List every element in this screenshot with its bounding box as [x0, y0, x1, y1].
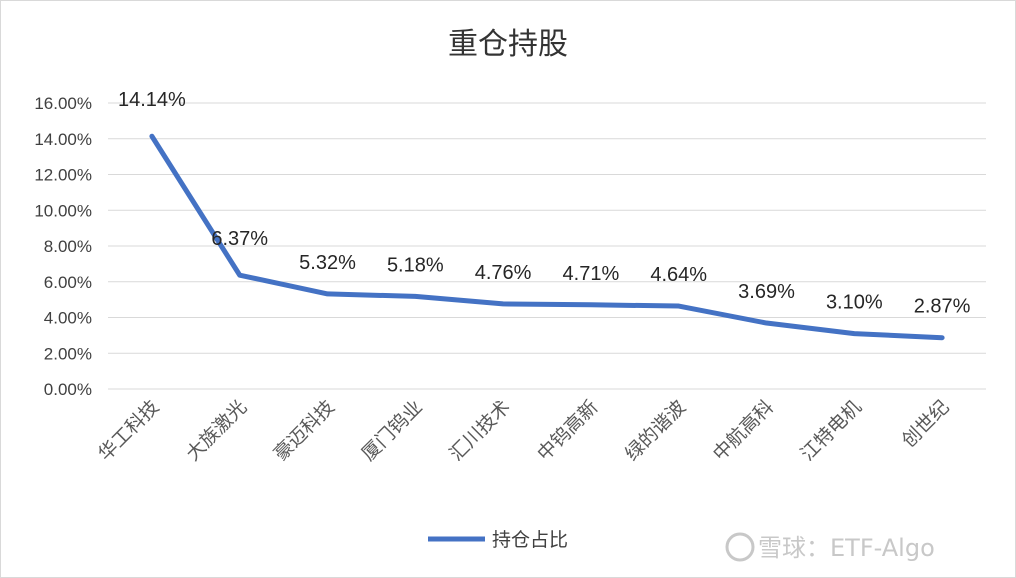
category-label: 厦门钨业: [358, 396, 427, 465]
y-tick-label: 16.00%: [34, 94, 92, 113]
y-tick-label: 10.00%: [34, 201, 92, 220]
y-tick-label: 4.00%: [44, 309, 92, 328]
category-label: 绿的谐波: [621, 396, 690, 465]
chart-title: 重仓持股: [448, 27, 568, 62]
category-label: 大族激光: [182, 396, 251, 465]
category-label: 江特电机: [797, 396, 866, 465]
category-label: 创世纪: [898, 396, 954, 452]
category-label: 汇川技术: [445, 396, 514, 465]
data-label: 14.14%: [118, 89, 186, 111]
data-label: 5.32%: [299, 252, 356, 274]
category-label: 豪迈科技: [270, 396, 339, 465]
data-label: 4.71%: [563, 263, 620, 285]
data-label: 3.10%: [826, 292, 883, 314]
data-label: 4.64%: [650, 264, 707, 286]
y-tick-label: 8.00%: [44, 237, 92, 256]
watermark-logo: 雪球：ETF-Algo: [725, 532, 935, 562]
category-label: 中钨高新: [533, 396, 602, 465]
data-label: 3.69%: [738, 281, 795, 303]
data-label: 4.76%: [475, 262, 532, 284]
category-label: 中航高科: [709, 396, 778, 465]
legend-label: 持仓占比: [492, 529, 568, 551]
data-label: 2.87%: [914, 296, 971, 318]
series-line: [149, 133, 945, 341]
y-tick-label: 12.00%: [34, 166, 92, 185]
watermark: 雪球：ETF-Algo: [758, 534, 935, 562]
y-tick-label: 2.00%: [44, 344, 92, 363]
category-label: 华工科技: [94, 396, 163, 465]
data-label: 5.18%: [387, 254, 444, 276]
y-tick-label: 0.00%: [44, 380, 92, 399]
y-tick-label: 14.00%: [34, 130, 92, 149]
data-label: 6.37%: [211, 228, 268, 250]
y-tick-label: 6.00%: [44, 273, 92, 292]
